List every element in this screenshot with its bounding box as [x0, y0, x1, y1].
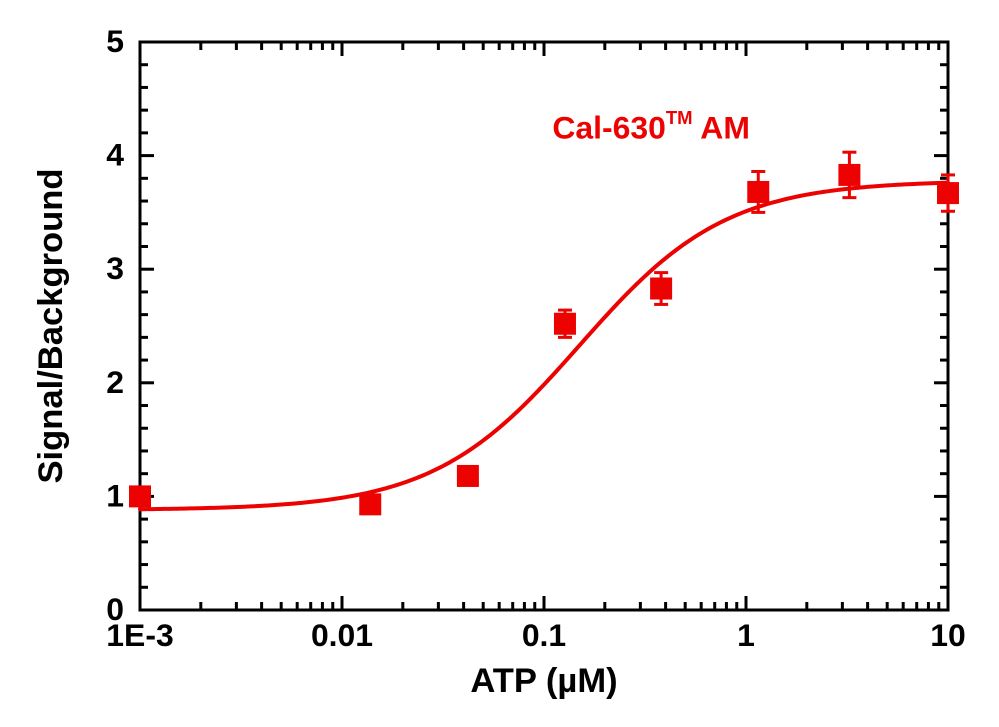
- y-tick-label: 5: [106, 23, 124, 59]
- data-point: [747, 181, 769, 203]
- x-tick-label: 1: [737, 617, 755, 653]
- data-point: [457, 465, 479, 487]
- y-tick-label: 1: [106, 477, 124, 513]
- x-axis-title: ATP (µM): [470, 662, 617, 700]
- data-point: [838, 164, 860, 186]
- y-axis-title: Signal/Background: [32, 168, 70, 483]
- data-point: [554, 313, 576, 335]
- series-label: Cal-630TM AM: [552, 107, 750, 145]
- y-tick-label: 3: [106, 250, 124, 286]
- x-tick-label: 0.01: [311, 617, 373, 653]
- data-point: [937, 182, 959, 204]
- data-point: [129, 485, 151, 507]
- y-tick-label: 2: [106, 364, 124, 400]
- data-point: [359, 493, 381, 515]
- chart-svg: 1E-30.010.1110012345ATP (µM)Signal/Backg…: [0, 0, 999, 727]
- data-point: [650, 278, 672, 300]
- y-tick-label: 4: [106, 137, 124, 173]
- dose-response-chart: 1E-30.010.1110012345ATP (µM)Signal/Backg…: [0, 0, 999, 727]
- x-tick-label: 10: [930, 617, 966, 653]
- y-tick-label: 0: [106, 591, 124, 627]
- x-tick-label: 0.1: [522, 617, 566, 653]
